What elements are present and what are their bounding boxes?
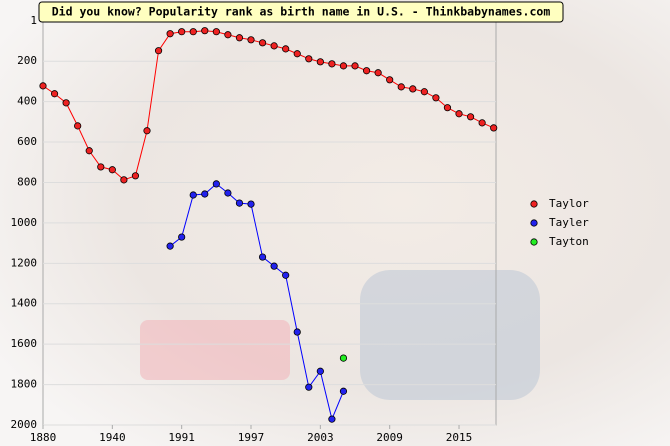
y-tick-label: 1000	[11, 216, 38, 229]
data-point	[166, 30, 174, 38]
data-point	[235, 199, 244, 207]
data-point	[178, 233, 186, 241]
y-tick-label: 2000	[11, 418, 38, 431]
x-tick-label: 2003	[307, 431, 334, 444]
title-box	[38, 1, 564, 23]
data-point	[189, 191, 197, 199]
data-point	[85, 147, 93, 155]
data-point	[178, 28, 186, 36]
y-tick-label: 600	[17, 135, 37, 148]
data-point	[270, 42, 278, 50]
y-tick-label: 800	[17, 175, 37, 188]
data-point	[282, 271, 290, 279]
y-tick-label: 1200	[11, 256, 38, 269]
data-point	[212, 180, 220, 188]
data-point	[339, 354, 348, 362]
series-line	[42, 30, 494, 181]
data-point	[409, 85, 417, 93]
data-point	[339, 62, 348, 70]
data-point	[154, 47, 163, 55]
data-point	[270, 262, 278, 270]
data-point	[120, 176, 128, 184]
x-tick-label: 1991	[168, 431, 195, 444]
data-point	[432, 94, 440, 102]
data-point	[201, 27, 209, 35]
data-point	[478, 119, 486, 127]
data-point	[362, 67, 371, 75]
y-tick-label: 1600	[11, 337, 38, 350]
x-tick-label: 1997	[238, 431, 265, 444]
data-point	[131, 172, 140, 180]
data-point	[247, 36, 255, 44]
legend-label: Tayton	[549, 235, 589, 248]
data-point	[166, 242, 174, 250]
data-point	[235, 34, 244, 42]
y-tick-label: 1	[30, 14, 37, 27]
x-tick-label: 1940	[99, 431, 126, 444]
data-point	[224, 189, 232, 197]
data-point	[339, 387, 348, 395]
data-point	[328, 60, 336, 68]
data-point	[490, 124, 498, 132]
background-overalls	[360, 270, 540, 400]
data-point	[316, 58, 324, 66]
data-point	[305, 55, 313, 63]
legend-marker	[530, 219, 538, 227]
y-tick-label: 200	[17, 54, 37, 67]
data-point	[420, 88, 428, 96]
chart-title: Did you know? Popularity rank as birth n…	[52, 5, 551, 19]
data-point	[258, 253, 267, 261]
data-point	[97, 163, 105, 171]
data-point	[374, 69, 382, 77]
data-point	[293, 50, 301, 58]
data-point	[282, 45, 290, 53]
series-line	[169, 183, 344, 421]
y-tick-label: 1400	[11, 297, 38, 310]
legend-marker	[530, 238, 538, 246]
data-point	[386, 76, 394, 84]
data-point	[293, 328, 301, 336]
data-point	[224, 31, 232, 39]
data-point	[258, 39, 267, 47]
data-point	[62, 99, 70, 107]
data-point	[50, 90, 59, 98]
data-point	[316, 367, 324, 375]
x-tick-label: 2009	[376, 431, 403, 444]
data-point	[39, 82, 47, 90]
background-bowl	[140, 320, 290, 380]
data-point	[455, 110, 463, 118]
data-point	[305, 383, 313, 391]
data-point	[74, 122, 82, 130]
y-tick-label: 400	[17, 95, 37, 108]
data-point	[328, 415, 336, 423]
y-tick-label: 1800	[11, 378, 38, 391]
data-point	[247, 200, 255, 208]
data-point	[466, 113, 475, 121]
data-point	[212, 28, 220, 36]
data-point	[143, 127, 151, 135]
data-point	[351, 62, 359, 70]
data-point	[397, 83, 405, 91]
data-point	[189, 28, 197, 36]
data-point	[443, 104, 452, 112]
data-point	[201, 190, 209, 198]
data-point	[108, 166, 116, 174]
legend-label: Tayler	[549, 216, 589, 229]
x-tick-label: 2015	[446, 431, 473, 444]
x-tick-label: 1880	[30, 431, 57, 444]
legend-marker	[530, 200, 538, 208]
legend-label: Taylor	[549, 197, 589, 210]
